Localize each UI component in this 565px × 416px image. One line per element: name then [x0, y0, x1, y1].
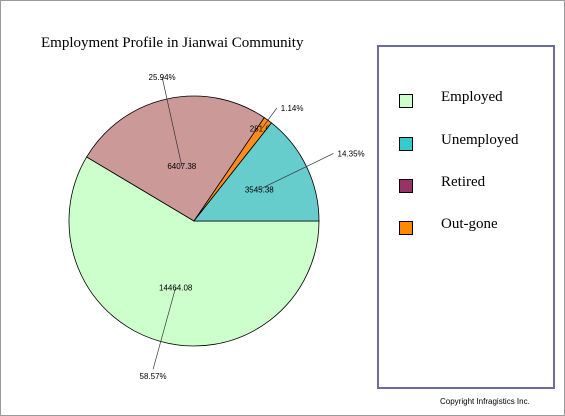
legend-label-out-gone: Out-gone [441, 216, 498, 232]
legend-swatch-retired [399, 179, 413, 193]
value-label-retired: 6407.38 [167, 162, 196, 171]
legend-swatch-out-gone [399, 221, 413, 235]
legend-label-retired: Retired [441, 174, 486, 190]
copyright-text: Copyright Infragistics Inc. [440, 397, 530, 406]
percent-label-employed: 58.57% [140, 372, 167, 381]
legend: Employed Unemployed Retired Out-gone [377, 45, 555, 389]
leader-line-unemployed [259, 153, 334, 190]
legend-swatch-employed [399, 94, 413, 108]
legend-label-employed: Employed [441, 89, 503, 105]
value-label-out-gone: 281.68 [250, 124, 275, 133]
legend-label-unemployed: Unemployed [441, 132, 519, 148]
percent-label-retired: 25.94% [149, 73, 176, 82]
value-label-unemployed: 3545.38 [245, 185, 274, 194]
value-label-employed: 14464.08 [159, 283, 193, 292]
leader-line-employed [152, 287, 177, 370]
percent-label-out-gone: 1.14% [281, 104, 304, 113]
percent-label-unemployed: 14.35% [338, 149, 365, 158]
leader-line-retired [161, 76, 183, 167]
leader-line-out-gone [261, 107, 278, 129]
chart-title: Employment Profile in Jianwai Community [41, 35, 304, 51]
legend-swatch-unemployed [399, 137, 413, 151]
